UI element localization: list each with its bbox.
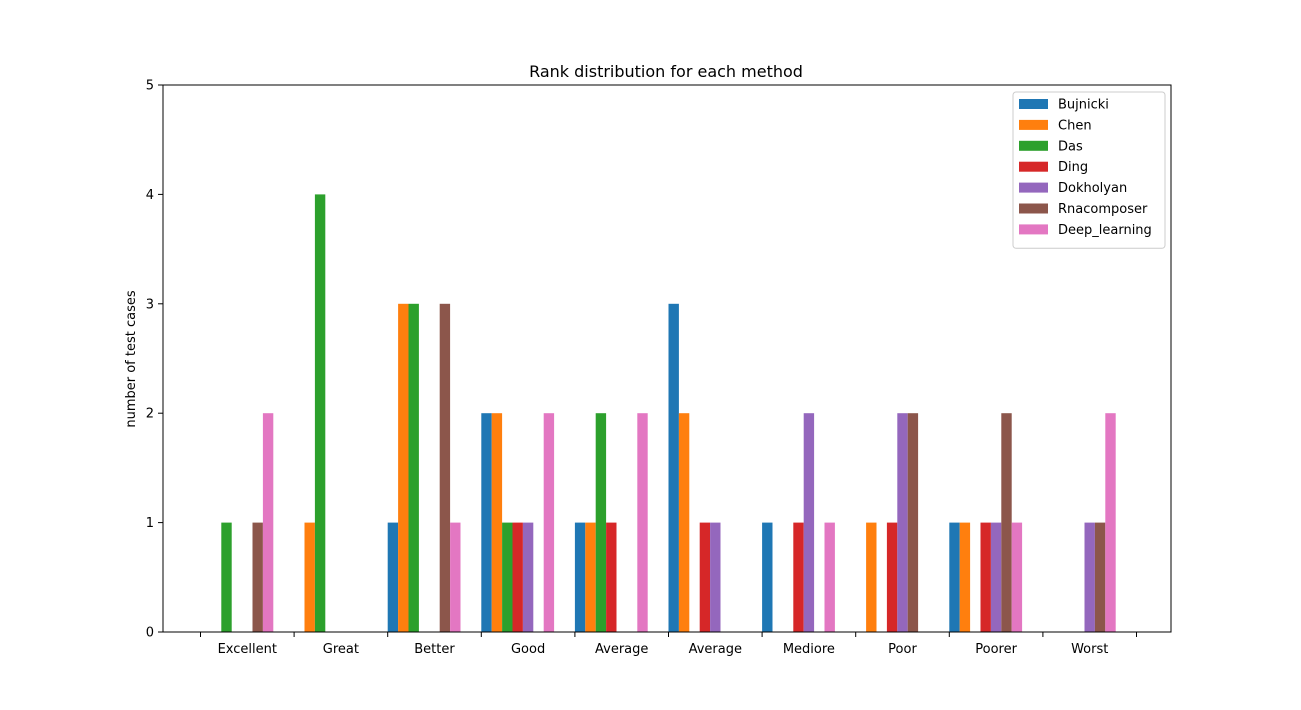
bar-bujnicki-5 (668, 303, 679, 632)
y-axis: 0 1 2 3 4 5 (146, 79, 163, 641)
bar-das-1 (314, 194, 326, 632)
bar-dokholyan-7 (897, 413, 908, 632)
bar-deep_learning-6 (824, 522, 835, 632)
legend-label-ding: Ding (1058, 160, 1088, 175)
bar-deep_learning-2 (450, 522, 461, 632)
legend-box (1012, 91, 1166, 249)
y-tick-label: 4 (146, 188, 154, 203)
legend-label-deep_learning: Deep_learning (1058, 223, 1152, 238)
x-tick-label: Excellent (218, 642, 277, 657)
bars-group (221, 194, 1116, 632)
bar-chen-5 (678, 413, 690, 632)
legend-label-chen: Chen (1058, 118, 1092, 133)
bar-dokholyan-9 (1084, 522, 1095, 632)
bar-das-4 (595, 413, 607, 632)
x-tick-label: Average (595, 642, 648, 657)
legend-swatch-ding (1019, 161, 1048, 172)
x-tick-label: Good (511, 642, 545, 657)
bar-ding-5 (699, 522, 711, 632)
x-tick-label: Better (414, 642, 455, 657)
y-tick-label: 3 (146, 297, 154, 312)
x-tick-label: Poor (888, 642, 917, 657)
bar-rnacomposer-9 (1094, 522, 1106, 632)
bar-chen-7 (866, 522, 877, 632)
bar-rnacomposer-7 (907, 413, 919, 632)
bar-bujnicki-4 (574, 522, 586, 632)
legend-label-rnacomposer: Rnacomposer (1058, 202, 1148, 217)
bar-ding-4 (606, 522, 617, 632)
legend-label-dokholyan: Dokholyan (1058, 181, 1127, 196)
bar-dokholyan-5 (710, 522, 721, 632)
legend-label-das: Das (1058, 139, 1083, 154)
bar-dokholyan-8 (990, 522, 1002, 632)
bar-chen-3 (491, 413, 503, 632)
bar-bujnicki-2 (387, 522, 399, 632)
bar-chen-1 (304, 522, 315, 632)
y-tick-label: 2 (146, 407, 154, 422)
x-tick-label: Great (323, 642, 359, 657)
bar-rnacomposer-0 (252, 522, 263, 632)
x-tick-label: Average (689, 642, 742, 657)
bar-dokholyan-6 (803, 413, 815, 632)
bar-chen-2 (398, 303, 409, 632)
bar-deep_learning-4 (637, 413, 648, 632)
bar-deep_learning-0 (262, 413, 274, 632)
y-tick-label: 0 (146, 626, 154, 641)
x-tick-label: Worst (1071, 642, 1108, 657)
legend-swatch-bujnicki (1019, 99, 1048, 109)
bar-bujnicki-6 (762, 522, 773, 632)
bar-bujnicki-8 (949, 522, 960, 632)
bar-deep_learning-3 (543, 413, 555, 632)
bar-deep_learning-8 (1011, 522, 1023, 632)
legend-swatch-dokholyan (1019, 182, 1048, 193)
bar-das-0 (221, 522, 232, 632)
legend-swatch-deep_learning (1019, 224, 1048, 235)
bar-rnacomposer-2 (439, 303, 451, 632)
bar-ding-7 (886, 522, 898, 632)
bar-ding-3 (512, 522, 523, 632)
bar-chen-8 (959, 522, 971, 632)
y-tick-label: 1 (146, 516, 154, 531)
plot-frame (162, 84, 1172, 633)
bar-ding-6 (793, 522, 804, 632)
legend-swatch-chen (1019, 119, 1048, 130)
bar-chen-4 (585, 522, 596, 632)
bar-das-2 (408, 303, 419, 632)
bar-deep_learning-9 (1105, 413, 1116, 632)
bar-rnacomposer-8 (1001, 413, 1012, 632)
x-tick-label: Poorer (975, 642, 1017, 657)
bar-bujnicki-3 (481, 413, 492, 632)
legend-label-bujnicki: Bujnicki (1058, 98, 1109, 113)
legend-swatch-rnacomposer (1019, 203, 1048, 214)
legend-swatch-das (1019, 140, 1048, 151)
chart-title: Rank distribution for each method (529, 62, 803, 81)
bar-ding-8 (980, 522, 991, 632)
x-tick-label: Mediore (783, 642, 835, 657)
x-axis: Excellent Great Better Good Average Average Me… (200, 632, 1137, 657)
y-axis-label: number of test cases (124, 290, 139, 428)
bar-das-3 (502, 522, 513, 632)
bar-dokholyan-3 (522, 522, 534, 632)
legend: Bujnicki Chen Das Ding Dokholyan Rnacomposer D… (1012, 91, 1166, 249)
y-tick-label: 5 (146, 79, 154, 94)
